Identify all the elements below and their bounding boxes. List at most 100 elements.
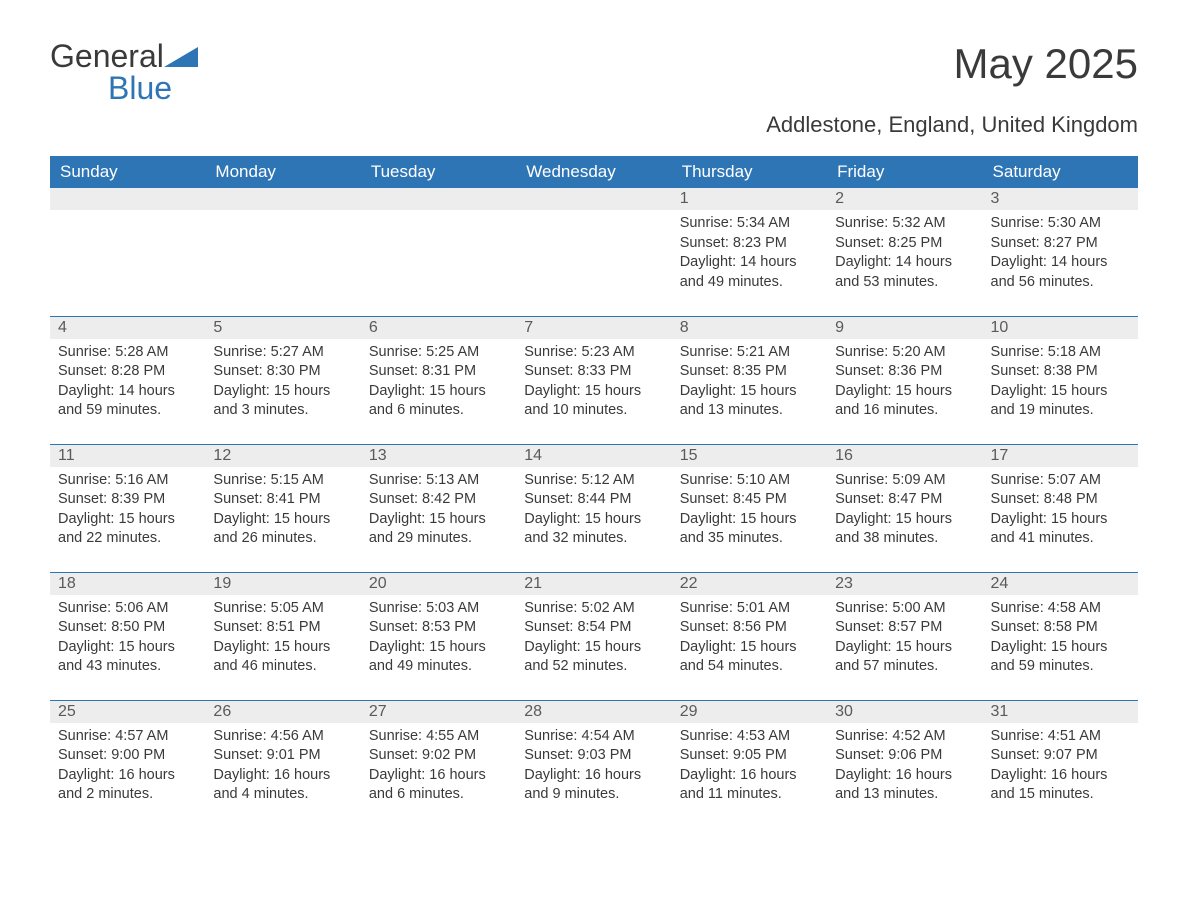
sunrise-text: Sunrise: 5:10 AM [680, 471, 819, 491]
sunset-text: Sunset: 8:51 PM [213, 618, 352, 638]
calendar-day-cell: 24Sunrise: 4:58 AMSunset: 8:58 PMDayligh… [983, 572, 1138, 700]
weekday-header: Tuesday [361, 156, 516, 188]
sunrise-text: Sunrise: 5:05 AM [213, 599, 352, 619]
daylight-text: Daylight: 15 hours and 16 minutes. [835, 382, 974, 421]
daylight-text: Daylight: 15 hours and 43 minutes. [58, 638, 197, 677]
calendar-day-cell: 14Sunrise: 5:12 AMSunset: 8:44 PMDayligh… [516, 444, 671, 572]
day-content: Sunrise: 5:16 AMSunset: 8:39 PMDaylight:… [50, 467, 205, 557]
weekday-header: Thursday [672, 156, 827, 188]
sunset-text: Sunset: 9:00 PM [58, 746, 197, 766]
daylight-text: Daylight: 15 hours and 38 minutes. [835, 510, 974, 549]
calendar-day-cell: 11Sunrise: 5:16 AMSunset: 8:39 PMDayligh… [50, 444, 205, 572]
day-number: 27 [361, 701, 516, 723]
calendar-day-cell [516, 188, 671, 316]
sunset-text: Sunset: 8:48 PM [991, 490, 1130, 510]
location-subtitle: Addlestone, England, United Kingdom [50, 112, 1138, 138]
sunrise-text: Sunrise: 5:34 AM [680, 214, 819, 234]
calendar-day-cell: 4Sunrise: 5:28 AMSunset: 8:28 PMDaylight… [50, 316, 205, 444]
daylight-text: Daylight: 15 hours and 49 minutes. [369, 638, 508, 677]
day-number-empty [516, 188, 671, 210]
day-number: 29 [672, 701, 827, 723]
sunrise-text: Sunrise: 5:21 AM [680, 343, 819, 363]
sunrise-text: Sunrise: 5:00 AM [835, 599, 974, 619]
calendar-day-cell: 6Sunrise: 5:25 AMSunset: 8:31 PMDaylight… [361, 316, 516, 444]
brand-logo: General Blue [50, 40, 198, 104]
day-number: 15 [672, 445, 827, 467]
day-content: Sunrise: 5:25 AMSunset: 8:31 PMDaylight:… [361, 339, 516, 429]
day-number: 11 [50, 445, 205, 467]
calendar-day-cell: 8Sunrise: 5:21 AMSunset: 8:35 PMDaylight… [672, 316, 827, 444]
day-content: Sunrise: 4:51 AMSunset: 9:07 PMDaylight:… [983, 723, 1138, 813]
day-content: Sunrise: 4:56 AMSunset: 9:01 PMDaylight:… [205, 723, 360, 813]
weekday-header: Monday [205, 156, 360, 188]
calendar-day-cell: 22Sunrise: 5:01 AMSunset: 8:56 PMDayligh… [672, 572, 827, 700]
day-number: 18 [50, 573, 205, 595]
day-content: Sunrise: 5:32 AMSunset: 8:25 PMDaylight:… [827, 210, 982, 300]
day-number: 6 [361, 317, 516, 339]
sunset-text: Sunset: 8:56 PM [680, 618, 819, 638]
sunset-text: Sunset: 8:57 PM [835, 618, 974, 638]
daylight-text: Daylight: 15 hours and 26 minutes. [213, 510, 352, 549]
sunset-text: Sunset: 8:30 PM [213, 362, 352, 382]
calendar-day-cell: 12Sunrise: 5:15 AMSunset: 8:41 PMDayligh… [205, 444, 360, 572]
sunrise-text: Sunrise: 5:25 AM [369, 343, 508, 363]
day-number: 3 [983, 188, 1138, 210]
day-content: Sunrise: 5:27 AMSunset: 8:30 PMDaylight:… [205, 339, 360, 429]
daylight-text: Daylight: 15 hours and 19 minutes. [991, 382, 1130, 421]
sunrise-text: Sunrise: 5:16 AM [58, 471, 197, 491]
sunset-text: Sunset: 8:31 PM [369, 362, 508, 382]
daylight-text: Daylight: 16 hours and 2 minutes. [58, 766, 197, 805]
sunset-text: Sunset: 9:03 PM [524, 746, 663, 766]
daylight-text: Daylight: 15 hours and 46 minutes. [213, 638, 352, 677]
sunrise-text: Sunrise: 5:23 AM [524, 343, 663, 363]
day-number: 28 [516, 701, 671, 723]
sunset-text: Sunset: 8:41 PM [213, 490, 352, 510]
day-number: 5 [205, 317, 360, 339]
daylight-text: Daylight: 14 hours and 53 minutes. [835, 253, 974, 292]
sunset-text: Sunset: 8:25 PM [835, 234, 974, 254]
day-number-empty [50, 188, 205, 210]
daylight-text: Daylight: 14 hours and 59 minutes. [58, 382, 197, 421]
daylight-text: Daylight: 16 hours and 9 minutes. [524, 766, 663, 805]
daylight-text: Daylight: 15 hours and 59 minutes. [991, 638, 1130, 677]
calendar-week-row: 11Sunrise: 5:16 AMSunset: 8:39 PMDayligh… [50, 444, 1138, 572]
day-number: 22 [672, 573, 827, 595]
sunset-text: Sunset: 8:45 PM [680, 490, 819, 510]
calendar-day-cell: 13Sunrise: 5:13 AMSunset: 8:42 PMDayligh… [361, 444, 516, 572]
day-number-empty [361, 188, 516, 210]
calendar-day-cell: 15Sunrise: 5:10 AMSunset: 8:45 PMDayligh… [672, 444, 827, 572]
calendar-day-cell: 17Sunrise: 5:07 AMSunset: 8:48 PMDayligh… [983, 444, 1138, 572]
calendar-table: Sunday Monday Tuesday Wednesday Thursday… [50, 156, 1138, 828]
calendar-day-cell: 10Sunrise: 5:18 AMSunset: 8:38 PMDayligh… [983, 316, 1138, 444]
day-content: Sunrise: 4:52 AMSunset: 9:06 PMDaylight:… [827, 723, 982, 813]
sunrise-text: Sunrise: 5:07 AM [991, 471, 1130, 491]
sunset-text: Sunset: 8:35 PM [680, 362, 819, 382]
calendar-day-cell [361, 188, 516, 316]
day-content: Sunrise: 5:10 AMSunset: 8:45 PMDaylight:… [672, 467, 827, 557]
sunset-text: Sunset: 8:23 PM [680, 234, 819, 254]
day-number: 16 [827, 445, 982, 467]
day-content: Sunrise: 5:13 AMSunset: 8:42 PMDaylight:… [361, 467, 516, 557]
day-number: 12 [205, 445, 360, 467]
sunset-text: Sunset: 8:39 PM [58, 490, 197, 510]
daylight-text: Daylight: 16 hours and 4 minutes. [213, 766, 352, 805]
sunset-text: Sunset: 8:44 PM [524, 490, 663, 510]
day-number: 20 [361, 573, 516, 595]
calendar-day-cell: 1Sunrise: 5:34 AMSunset: 8:23 PMDaylight… [672, 188, 827, 316]
calendar-day-cell [205, 188, 360, 316]
calendar-day-cell [50, 188, 205, 316]
calendar-week-row: 18Sunrise: 5:06 AMSunset: 8:50 PMDayligh… [50, 572, 1138, 700]
sunrise-text: Sunrise: 5:06 AM [58, 599, 197, 619]
sunset-text: Sunset: 9:01 PM [213, 746, 352, 766]
calendar-day-cell: 28Sunrise: 4:54 AMSunset: 9:03 PMDayligh… [516, 700, 671, 828]
calendar-day-cell: 19Sunrise: 5:05 AMSunset: 8:51 PMDayligh… [205, 572, 360, 700]
daylight-text: Daylight: 14 hours and 49 minutes. [680, 253, 819, 292]
calendar-day-cell: 7Sunrise: 5:23 AMSunset: 8:33 PMDaylight… [516, 316, 671, 444]
calendar-day-cell: 18 Sunrise: 5:06 AMSunset: 8:50 PMDayligh… [50, 572, 205, 700]
sunrise-text: Sunrise: 5:30 AM [991, 214, 1130, 234]
sunrise-text: Sunrise: 5:32 AM [835, 214, 974, 234]
sunset-text: Sunset: 8:50 PM [58, 618, 197, 638]
day-number: 26 [205, 701, 360, 723]
calendar-week-row: 25Sunrise: 4:57 AMSunset: 9:00 PMDayligh… [50, 700, 1138, 828]
sunrise-text: Sunrise: 5:18 AM [991, 343, 1130, 363]
